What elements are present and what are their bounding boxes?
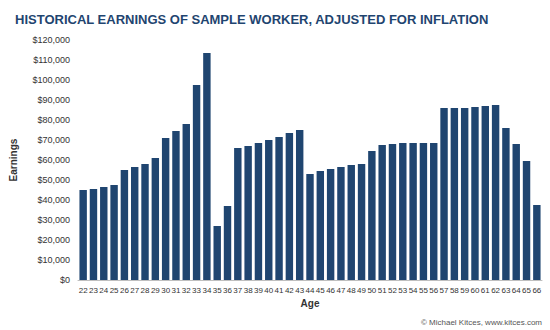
svg-text:62: 62	[491, 286, 500, 295]
svg-text:$60,000: $60,000	[37, 155, 70, 165]
svg-text:© Michael Kitces, www.kitces.c: © Michael Kitces, www.kitces.com	[421, 318, 542, 327]
svg-text:23: 23	[89, 286, 98, 295]
svg-text:49: 49	[357, 286, 366, 295]
svg-text:$80,000: $80,000	[37, 115, 70, 125]
svg-text:39: 39	[254, 286, 263, 295]
svg-text:46: 46	[326, 286, 335, 295]
svg-text:57: 57	[440, 286, 449, 295]
svg-text:$50,000: $50,000	[37, 175, 70, 185]
svg-text:66: 66	[532, 286, 541, 295]
svg-text:65: 65	[522, 286, 531, 295]
svg-text:Earnings: Earnings	[8, 138, 19, 181]
svg-text:45: 45	[316, 286, 325, 295]
svg-text:$90,000: $90,000	[37, 95, 70, 105]
svg-text:59: 59	[460, 286, 469, 295]
svg-text:33: 33	[192, 286, 201, 295]
svg-text:43: 43	[295, 286, 304, 295]
svg-text:35: 35	[213, 286, 222, 295]
svg-text:HISTORICAL EARNINGS OF SAMPLE: HISTORICAL EARNINGS OF SAMPLE WORKER, AD…	[15, 12, 488, 27]
svg-text:63: 63	[501, 286, 510, 295]
svg-text:$0: $0	[60, 275, 70, 285]
svg-text:$10,000: $10,000	[37, 255, 70, 265]
svg-text:34: 34	[202, 286, 211, 295]
svg-text:$100,000: $100,000	[32, 75, 70, 85]
svg-text:48: 48	[347, 286, 356, 295]
svg-text:32: 32	[182, 286, 191, 295]
svg-text:27: 27	[130, 286, 139, 295]
svg-text:38: 38	[244, 286, 253, 295]
svg-text:$70,000: $70,000	[37, 135, 70, 145]
svg-text:50: 50	[367, 286, 376, 295]
svg-text:$40,000: $40,000	[37, 195, 70, 205]
svg-text:61: 61	[481, 286, 490, 295]
svg-text:55: 55	[419, 286, 428, 295]
svg-text:37: 37	[233, 286, 242, 295]
svg-text:51: 51	[378, 286, 387, 295]
svg-text:42: 42	[285, 286, 294, 295]
svg-text:58: 58	[450, 286, 459, 295]
svg-text:24: 24	[99, 286, 108, 295]
svg-text:40: 40	[264, 286, 273, 295]
svg-text:52: 52	[388, 286, 397, 295]
svg-text:$20,000: $20,000	[37, 235, 70, 245]
svg-text:64: 64	[512, 286, 521, 295]
svg-text:28: 28	[141, 286, 150, 295]
svg-text:47: 47	[336, 286, 345, 295]
svg-text:29: 29	[151, 286, 160, 295]
svg-text:30: 30	[161, 286, 170, 295]
svg-text:56: 56	[429, 286, 438, 295]
svg-text:25: 25	[110, 286, 119, 295]
svg-text:31: 31	[172, 286, 181, 295]
svg-text:26: 26	[120, 286, 129, 295]
svg-text:$120,000: $120,000	[32, 35, 70, 45]
svg-text:60: 60	[471, 286, 480, 295]
svg-text:36: 36	[223, 286, 232, 295]
svg-text:44: 44	[306, 286, 315, 295]
svg-text:41: 41	[275, 286, 284, 295]
svg-text:54: 54	[409, 286, 418, 295]
svg-text:Age: Age	[301, 298, 320, 309]
svg-text:22: 22	[79, 286, 88, 295]
svg-text:$30,000: $30,000	[37, 215, 70, 225]
svg-text:53: 53	[398, 286, 407, 295]
svg-text:$110,000: $110,000	[33, 55, 70, 65]
